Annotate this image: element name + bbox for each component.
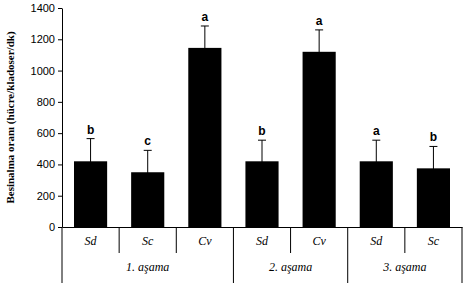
group-divider xyxy=(62,227,63,283)
x-tick-label: Sd xyxy=(85,234,98,248)
y-tick-label: 400 xyxy=(37,158,55,170)
category-divider xyxy=(404,227,405,253)
error-cap xyxy=(372,140,380,141)
x-axis-line xyxy=(63,227,463,228)
y-tick-mark xyxy=(58,71,62,72)
x-tick-label: Sd xyxy=(370,234,383,248)
y-tick-mark xyxy=(58,196,62,197)
group-divider xyxy=(233,227,234,283)
x-axis: Sd Sc Cv Sd Cv Sd Sc xyxy=(63,227,463,248)
category-separators: 1. aşama 2. aşama 3. aşama xyxy=(62,227,462,283)
x-tick: Sd xyxy=(370,227,383,248)
y-tick-label: 0 xyxy=(49,221,55,233)
group-label: 3. aşama xyxy=(382,260,426,274)
error-bar xyxy=(87,139,95,184)
error-line xyxy=(204,26,205,70)
error-cap xyxy=(201,25,209,26)
x-tick-label: Sc xyxy=(142,234,154,248)
x-tick-label: Sc xyxy=(428,234,440,248)
y-tick: 1200 xyxy=(31,33,62,45)
significance-label: a xyxy=(373,124,380,138)
y-tick-mark xyxy=(58,164,62,165)
error-line xyxy=(433,146,434,190)
x-tick: Cv xyxy=(312,227,326,248)
bars xyxy=(74,26,450,227)
y-tick-label: 1400 xyxy=(31,2,55,14)
y-tick: 800 xyxy=(37,96,62,108)
error-bar xyxy=(372,140,380,182)
plot: 0200400600800100012001400bcabaabSdScCvSd… xyxy=(31,2,463,283)
x-tick: Sd xyxy=(256,227,269,248)
group-label: 2. aşama xyxy=(269,260,312,274)
significance-label: b xyxy=(87,123,94,137)
y-tick: 1000 xyxy=(31,65,62,77)
error-line xyxy=(147,150,148,194)
y-tick-mark xyxy=(58,227,62,228)
y-tick-mark xyxy=(58,102,62,103)
y-tick: 1400 xyxy=(31,2,62,14)
y-axis-title: Besinalma oranı (hücre/kladoser/dk) xyxy=(4,31,17,203)
y-tick: 400 xyxy=(37,158,62,170)
x-tick: Sc xyxy=(142,227,154,248)
category-divider xyxy=(176,227,177,253)
error-bar xyxy=(201,26,209,70)
y-axis: 0 200 400 600 800 1000 1200 1400 xyxy=(31,2,63,233)
y-tick-mark xyxy=(58,8,62,9)
y-tick-label: 1200 xyxy=(31,33,55,45)
significance-label: b xyxy=(258,124,265,138)
error-bar xyxy=(429,146,437,190)
error-bar xyxy=(315,30,323,74)
group-divider xyxy=(347,227,348,283)
y-tick-mark xyxy=(58,39,62,40)
y-tick-label: 800 xyxy=(37,96,55,108)
x-tick: Cv xyxy=(198,227,212,248)
error-line xyxy=(376,140,377,182)
significance-label: a xyxy=(202,10,209,24)
y-tick: 0 xyxy=(49,221,62,233)
significance-label: b xyxy=(430,130,437,144)
y-tick: 600 xyxy=(37,127,62,139)
category-divider xyxy=(290,227,291,253)
y-tick-label: 200 xyxy=(37,190,55,202)
error-bar xyxy=(258,140,266,182)
error-cap xyxy=(144,150,152,151)
error-line xyxy=(262,140,263,182)
x-tick-label: Sd xyxy=(256,234,269,248)
group-divider xyxy=(462,227,463,283)
chart: 0200400600800100012001400bcabaabSdScCvSd… xyxy=(0,0,474,283)
significance-label: c xyxy=(144,134,151,148)
bar xyxy=(303,52,336,227)
x-tick-label: Cv xyxy=(198,234,212,248)
x-tick: Sd xyxy=(85,227,98,248)
y-tick-label: 600 xyxy=(37,127,55,139)
error-line xyxy=(90,139,91,184)
bar xyxy=(188,48,221,227)
x-tick: Sc xyxy=(428,227,440,248)
x-tick-label: Cv xyxy=(312,234,326,248)
significance-label: a xyxy=(316,14,323,28)
error-cap xyxy=(429,146,437,147)
y-tick-label: 1000 xyxy=(31,65,55,77)
y-tick-mark xyxy=(58,133,62,134)
group-label: 1. aşama xyxy=(126,260,169,274)
error-cap xyxy=(87,138,95,139)
y-axis-line xyxy=(62,9,63,228)
error-cap xyxy=(315,29,323,30)
y-tick: 200 xyxy=(37,190,62,202)
error-cap xyxy=(258,140,266,141)
category-divider xyxy=(119,227,120,253)
error-line xyxy=(319,30,320,74)
significance-labels: b c a b a a b xyxy=(87,10,437,148)
error-bar xyxy=(144,150,152,194)
